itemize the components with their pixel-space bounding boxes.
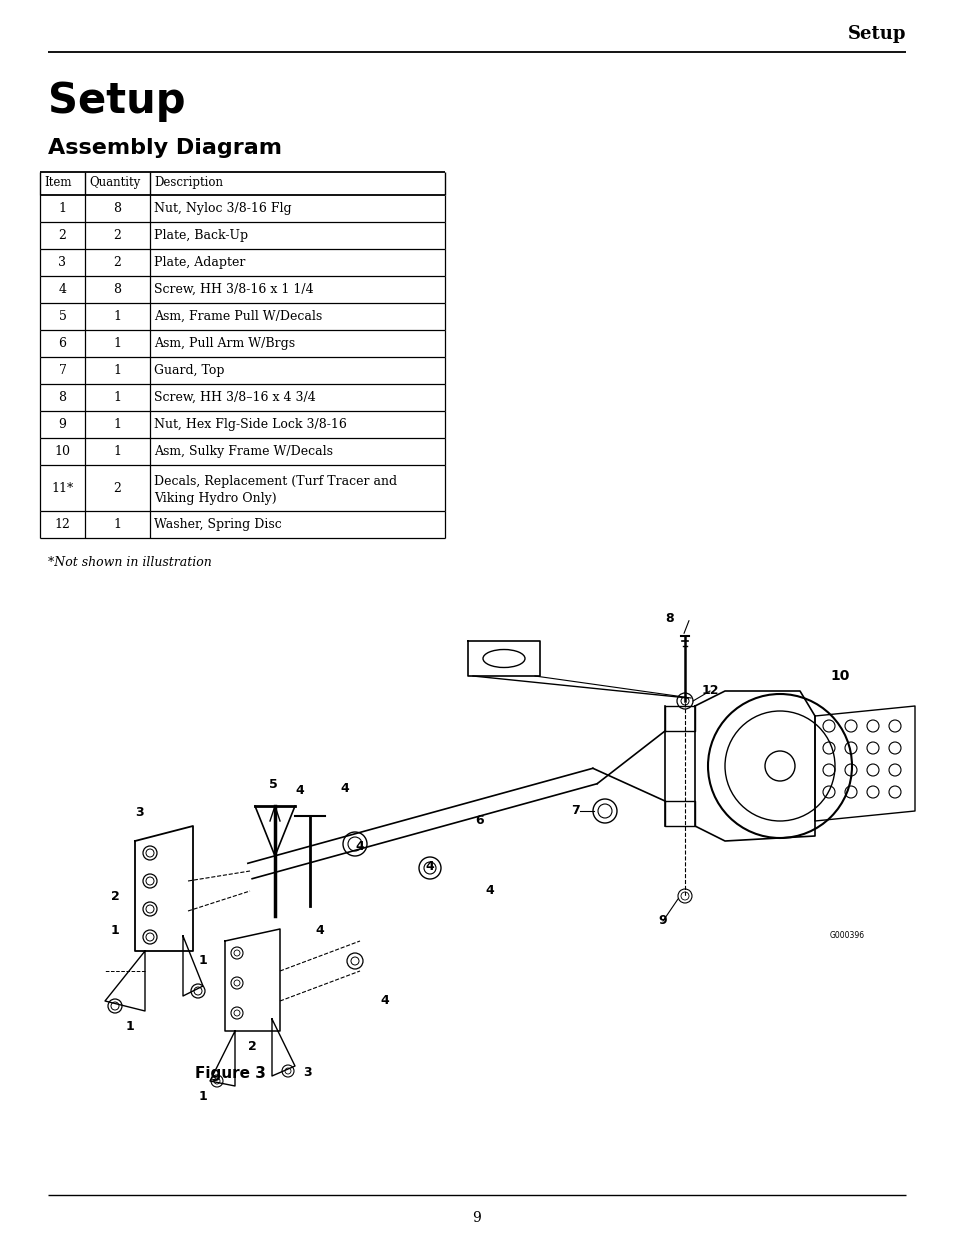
Text: 2: 2 — [58, 228, 67, 242]
Text: 2: 2 — [113, 256, 121, 269]
Text: 8: 8 — [58, 391, 67, 404]
Text: 4: 4 — [295, 784, 304, 798]
Text: 4: 4 — [485, 884, 494, 898]
Text: 1: 1 — [111, 925, 119, 937]
Text: 2: 2 — [111, 889, 119, 903]
Text: Nut, Nyloc 3/8-16 Flg: Nut, Nyloc 3/8-16 Flg — [153, 203, 292, 215]
Text: 9: 9 — [58, 417, 67, 431]
Text: 5: 5 — [58, 310, 67, 324]
Text: 9: 9 — [658, 914, 666, 927]
Text: Asm, Sulky Frame W/Decals: Asm, Sulky Frame W/Decals — [153, 445, 333, 458]
Text: Item: Item — [44, 177, 71, 189]
Text: Plate, Adapter: Plate, Adapter — [153, 256, 245, 269]
Text: Quantity: Quantity — [89, 177, 140, 189]
Text: 1: 1 — [113, 445, 121, 458]
Text: Screw, HH 3/8-16 x 1 1/4: Screw, HH 3/8-16 x 1 1/4 — [153, 283, 314, 296]
Text: 1: 1 — [198, 955, 207, 967]
Text: 7: 7 — [58, 364, 67, 377]
Text: 6: 6 — [58, 337, 67, 350]
Text: 8: 8 — [665, 611, 674, 625]
Text: Viking Hydro Only): Viking Hydro Only) — [153, 492, 276, 505]
Text: 8: 8 — [113, 283, 121, 296]
Text: Asm, Pull Arm W/Brgs: Asm, Pull Arm W/Brgs — [153, 337, 294, 350]
Text: 4: 4 — [340, 782, 349, 794]
Text: 1: 1 — [113, 364, 121, 377]
Text: 1: 1 — [198, 1089, 207, 1103]
Text: 3: 3 — [58, 256, 67, 269]
Text: 3: 3 — [135, 806, 144, 820]
Text: Decals, Replacement (Turf Tracer and: Decals, Replacement (Turf Tracer and — [153, 475, 396, 488]
Text: 10: 10 — [54, 445, 71, 458]
Text: 2: 2 — [113, 482, 121, 494]
Text: Description: Description — [153, 177, 223, 189]
Text: 5: 5 — [269, 778, 277, 790]
Text: 9: 9 — [472, 1212, 481, 1225]
Text: 1: 1 — [126, 1020, 134, 1032]
Text: Figure 3: Figure 3 — [194, 1066, 265, 1081]
Text: 1: 1 — [113, 391, 121, 404]
Text: G000396: G000396 — [829, 931, 864, 940]
Text: Washer, Spring Disc: Washer, Spring Disc — [153, 517, 281, 531]
Text: 6: 6 — [476, 815, 484, 827]
Text: 11*: 11* — [51, 482, 73, 494]
Text: 12: 12 — [54, 517, 71, 531]
Text: 4: 4 — [355, 840, 364, 852]
Text: Screw, HH 3/8–16 x 4 3/4: Screw, HH 3/8–16 x 4 3/4 — [153, 391, 315, 404]
Text: 1: 1 — [113, 337, 121, 350]
Text: Guard, Top: Guard, Top — [153, 364, 224, 377]
Text: 1: 1 — [113, 517, 121, 531]
Text: 2: 2 — [248, 1040, 256, 1052]
Text: 3: 3 — [303, 1067, 312, 1079]
Text: 2: 2 — [113, 228, 121, 242]
Text: Plate, Back-Up: Plate, Back-Up — [153, 228, 248, 242]
Text: 4: 4 — [425, 860, 434, 872]
Text: 10: 10 — [829, 669, 849, 683]
Text: 12: 12 — [700, 684, 718, 698]
Text: 4: 4 — [380, 994, 389, 1008]
Text: Setup: Setup — [48, 80, 186, 122]
Text: 4: 4 — [58, 283, 67, 296]
Text: *Not shown in illustration: *Not shown in illustration — [48, 556, 212, 569]
Text: 4: 4 — [315, 925, 324, 937]
Text: 1: 1 — [113, 310, 121, 324]
Text: 1: 1 — [58, 203, 67, 215]
Text: 1: 1 — [113, 417, 121, 431]
Text: Setup: Setup — [846, 25, 905, 43]
Text: Assembly Diagram: Assembly Diagram — [48, 138, 282, 158]
Text: 7: 7 — [571, 804, 579, 818]
Text: 8: 8 — [113, 203, 121, 215]
Text: Asm, Frame Pull W/Decals: Asm, Frame Pull W/Decals — [153, 310, 322, 324]
Text: Nut, Hex Flg-Side Lock 3/8-16: Nut, Hex Flg-Side Lock 3/8-16 — [153, 417, 347, 431]
